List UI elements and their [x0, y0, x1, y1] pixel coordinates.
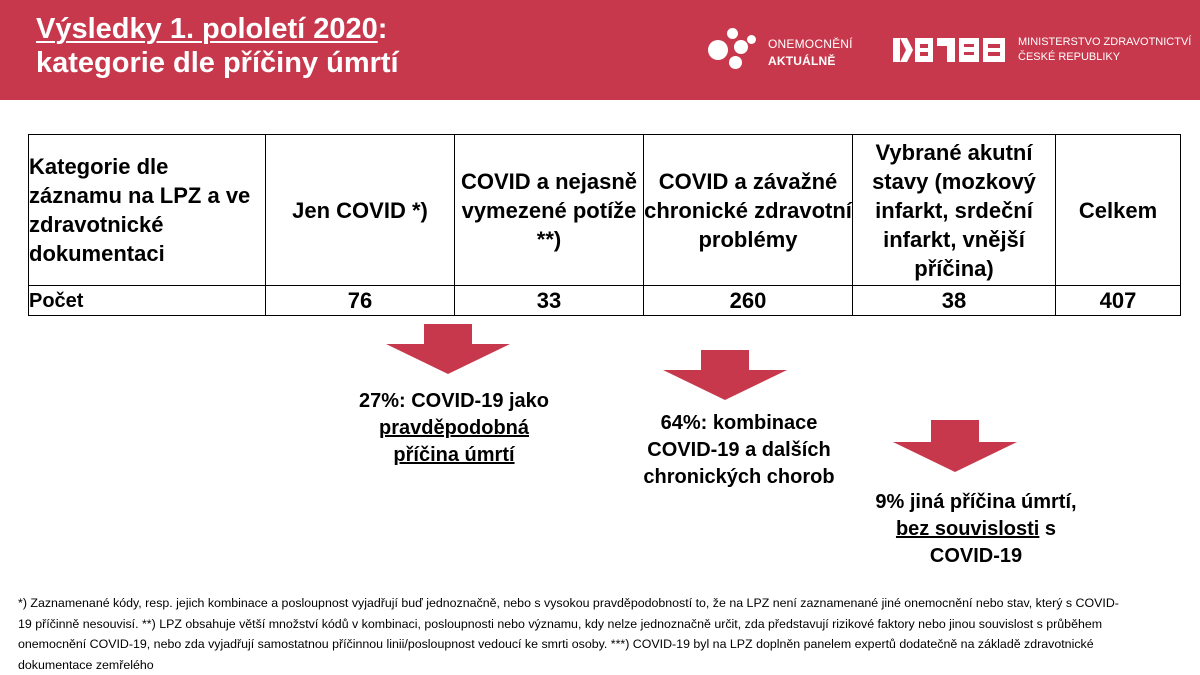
- callout-other-cause: 9% jiná příčina úmrtí, bez souvislosti s…: [836, 489, 1116, 570]
- ministry-line2: ČESKÉ REPUBLIKY: [1018, 51, 1121, 63]
- column-header: COVID a nejasně vymezené potíže **): [454, 134, 644, 286]
- callout-line: COVID-19 a dalších: [647, 439, 831, 461]
- ministry-line1: MINISTERSTVO ZDRAVOTNICTVÍ: [1018, 36, 1192, 48]
- callout-line: 9% jiná příčina úmrtí,: [875, 491, 1077, 513]
- count-value: 33: [454, 285, 644, 316]
- count-value: 38: [852, 285, 1056, 316]
- deaths-category-table: Kategorie dle záznamu na LPZ a ve zdravo…: [28, 134, 1181, 316]
- column-header: COVID a závažné chronické zdravotní prob…: [643, 134, 853, 286]
- count-value: 260: [643, 285, 853, 316]
- down-arrow-icon: [663, 350, 787, 400]
- down-arrow-icon: [893, 420, 1017, 472]
- mzcr-logo: MZČR: [893, 38, 1005, 64]
- logo-text-line1: ONEMOCNĚNÍ: [768, 37, 853, 51]
- table-row: Počet 76 33 260 38 407: [28, 285, 1181, 316]
- header-banner: Výsledky 1. pololetí 2020: kategorie dle…: [0, 0, 1200, 100]
- row-label: Počet: [28, 285, 266, 316]
- callout-line: COVID-19: [929, 545, 1023, 567]
- logo-text-line2: AKTUÁLNĚ: [768, 54, 836, 68]
- title-line1: Výsledky 1. pololetí 2020: [36, 13, 378, 45]
- table-header-row: Kategorie dle záznamu na LPZ a ve zdravo…: [28, 134, 1181, 286]
- page-title: Výsledky 1. pololetí 2020: kategorie dle…: [36, 12, 399, 80]
- ministry-name: MINISTERSTVO ZDRAVOTNICTVÍ ČESKÉ REPUBLI…: [1018, 35, 1191, 65]
- callout-line: 64%: kombinace: [660, 412, 818, 434]
- column-header: Jen COVID *): [265, 134, 455, 286]
- dots-logo-icon: [708, 28, 764, 76]
- column-header: Vybrané akutní stavy (mozkový infarkt, s…: [852, 134, 1056, 286]
- count-value: 407: [1055, 285, 1181, 316]
- count-value: 76: [265, 285, 455, 316]
- callout-underlined: bez souvislosti: [895, 518, 1040, 540]
- title-line2: kategorie dle příčiny úmrtí: [36, 47, 399, 79]
- callout-line: příčina úmrtí: [393, 444, 515, 466]
- footnote: *) Zaznamenané kódy, resp. jejich kombin…: [18, 596, 1119, 672]
- title-colon: :: [377, 13, 388, 45]
- onemocneni-aktualne-logo: ONEMOCNĚNÍ AKTUÁLNĚ: [708, 28, 868, 76]
- callout-line: pravděpodobná: [378, 417, 529, 439]
- column-header: Celkem: [1055, 134, 1181, 286]
- category-header: Kategorie dle záznamu na LPZ a ve zdravo…: [28, 134, 266, 286]
- callout-line: chronických chorob: [643, 466, 835, 488]
- callout-chronic: 64%: kombinace COVID-19 a dalších chroni…: [606, 410, 872, 491]
- callout-line: s: [1039, 518, 1057, 540]
- down-arrow-icon: [386, 324, 510, 374]
- callout-line: 27%: COVID-19 jako: [358, 390, 550, 412]
- mzcr-logo-text: MZČR: [893, 61, 896, 64]
- callout-covid-only: 27%: COVID-19 jako pravděpodobná příčina…: [324, 388, 584, 469]
